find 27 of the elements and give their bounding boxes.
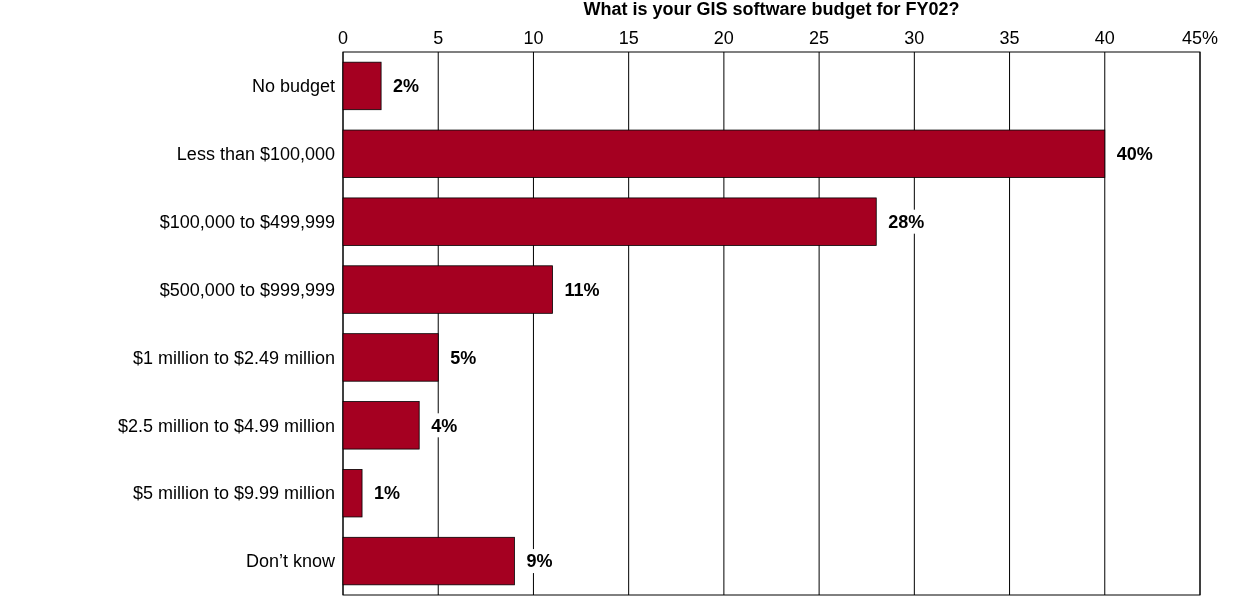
x-tick-label: 45%: [1181, 28, 1219, 48]
x-tick-label: 10: [523, 28, 544, 48]
x-tick-label: 5: [433, 28, 444, 48]
y-tick-label: $500,000 to $999,999: [159, 279, 335, 300]
chart-title: What is your GIS software budget for FY02?: [583, 0, 960, 19]
x-tick-label: 0: [337, 28, 349, 48]
y-tick-label: $2.5 million to $4.99 million: [117, 415, 335, 436]
x-tick-label: 30: [904, 28, 925, 48]
y-tick-label: No budget: [251, 76, 335, 97]
data-label: 5%: [450, 347, 477, 368]
x-tick-label: 40: [1094, 28, 1115, 48]
y-tick-label: $100,000 to $499,999: [159, 211, 335, 232]
y-tick-label: $5 million to $9.99 million: [132, 483, 335, 504]
data-label: 28%: [888, 211, 925, 232]
data-label: 40%: [1116, 144, 1153, 165]
x-tick-label: 25: [809, 28, 830, 48]
x-tick-label: 15: [618, 28, 639, 48]
y-tick-label: Less than $100,000: [176, 144, 335, 165]
x-tick-label: 35: [999, 28, 1020, 48]
data-label: 9%: [526, 551, 553, 572]
data-label: 2%: [393, 76, 420, 97]
data-label: 1%: [374, 483, 401, 504]
x-tick-label: 20: [713, 28, 734, 48]
y-tick-label: $1 million to $2.49 million: [132, 347, 335, 368]
data-label: 11%: [564, 279, 600, 300]
y-tick-label: Don’t know: [245, 551, 336, 572]
data-label: 4%: [431, 415, 458, 436]
